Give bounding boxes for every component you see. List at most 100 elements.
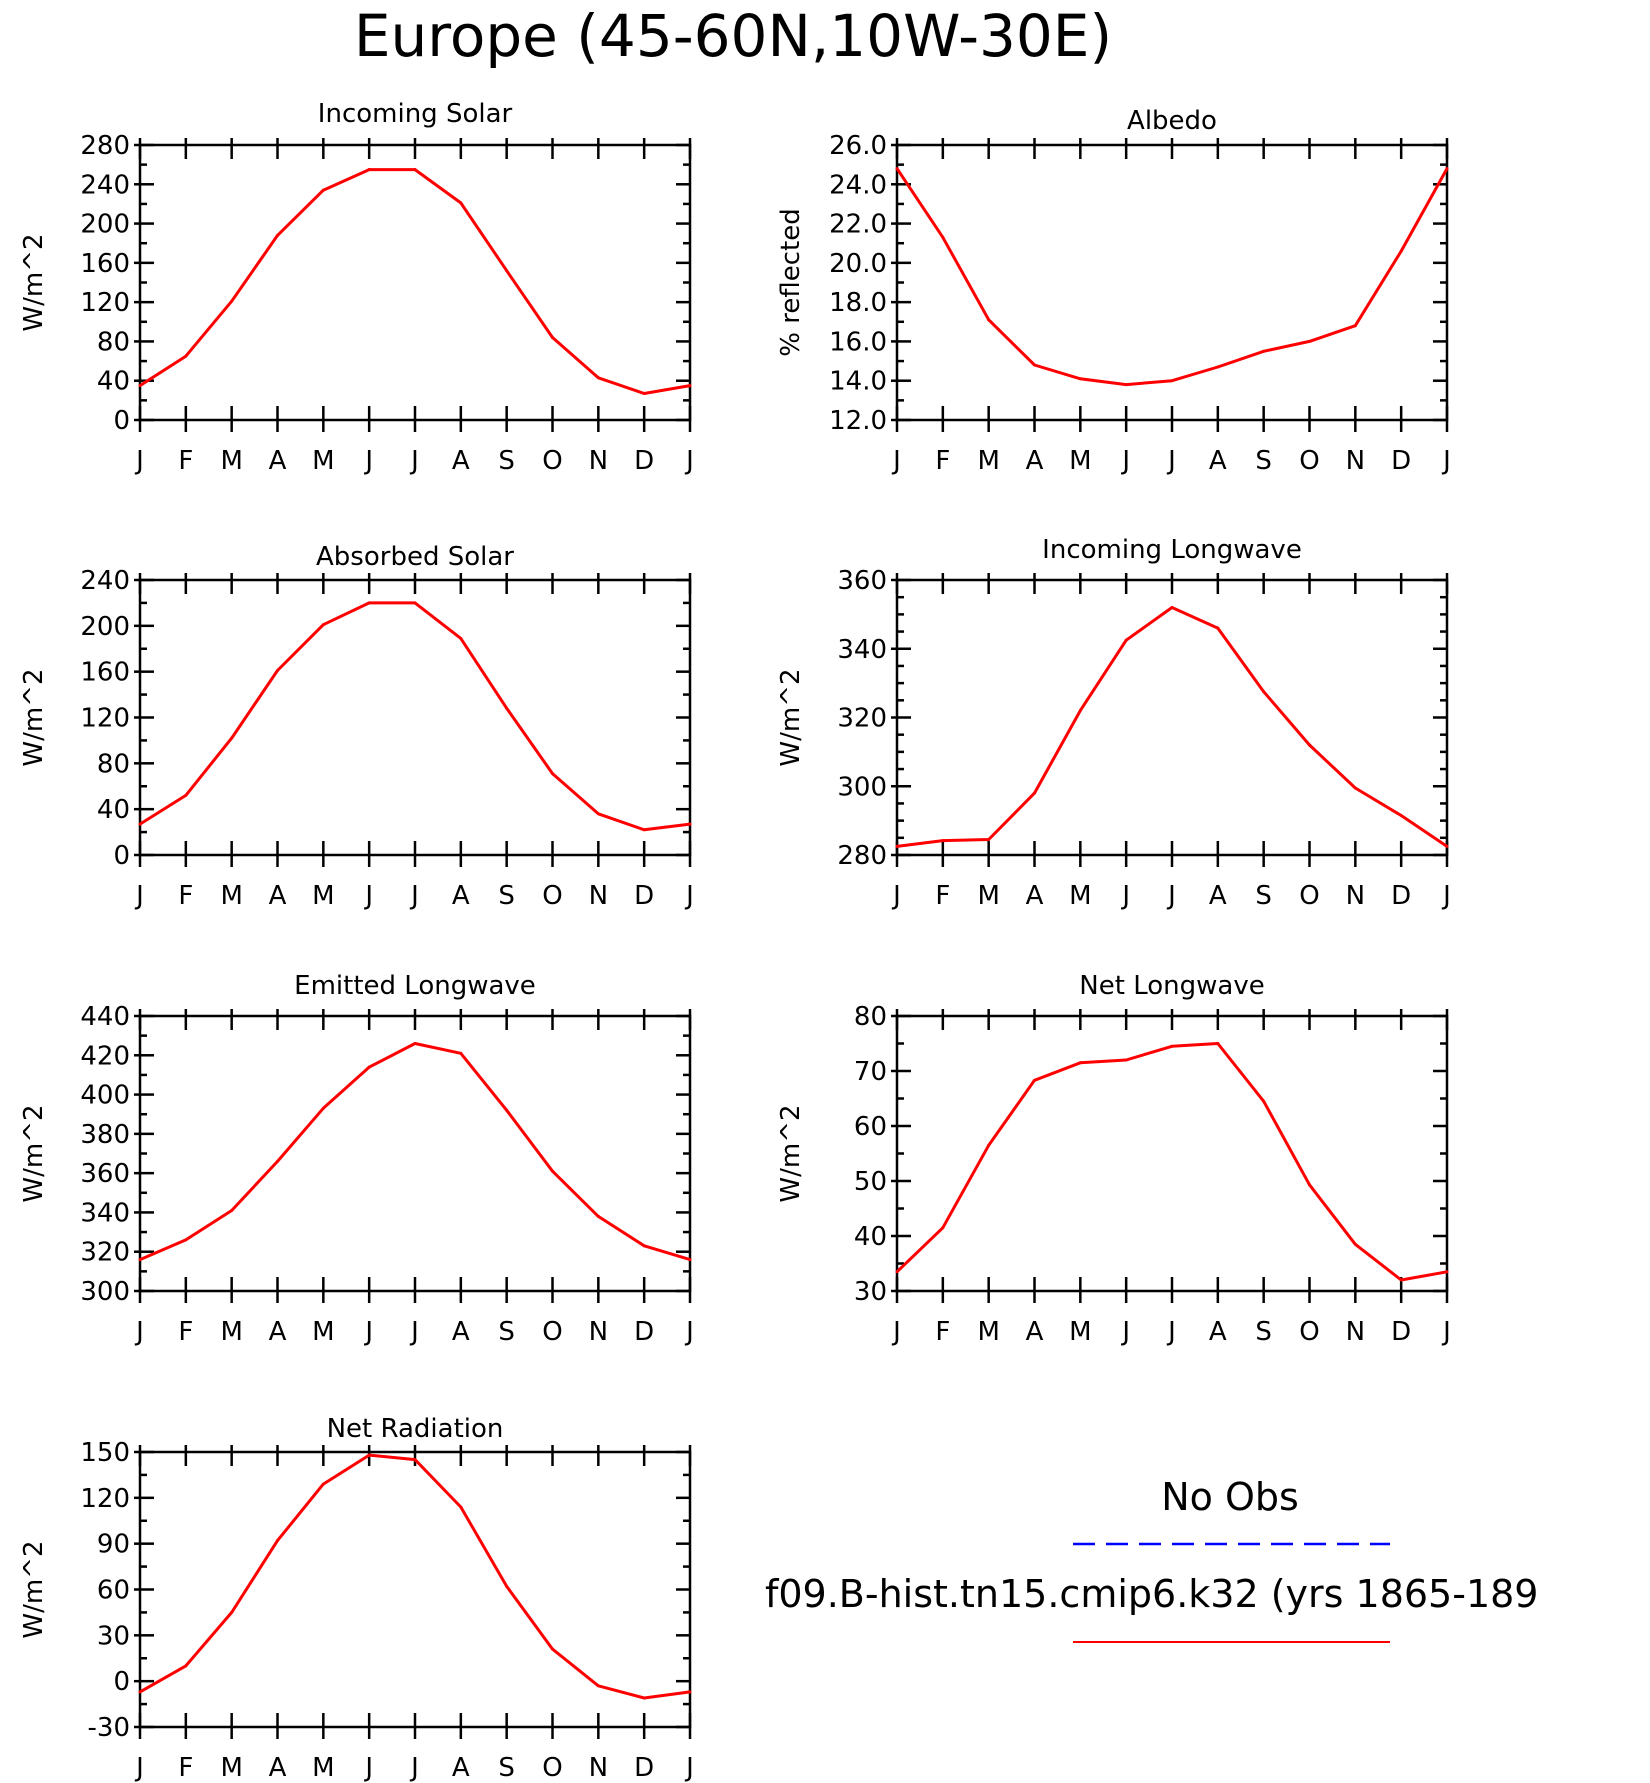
y-tick-label: 340 (80, 1198, 130, 1228)
y-tick-label: 14.0 (829, 367, 887, 397)
legend: No Obs f09.B-hist.tn15.cmip6.k32 (yrs 18… (765, 1475, 1538, 1643)
x-tick-label: J (134, 1317, 144, 1347)
data-point (1033, 363, 1036, 367)
y-tick-label: 0 (113, 841, 130, 871)
x-tick-label: S (1255, 1317, 1272, 1347)
data-point (596, 1214, 600, 1218)
data-point (184, 354, 188, 358)
data-point (276, 669, 279, 673)
data-point (551, 1647, 554, 1651)
data-point (1353, 1242, 1357, 1246)
data-point (276, 1539, 279, 1543)
x-tick-label: O (1299, 446, 1319, 476)
x-tick-label: J (684, 1753, 694, 1783)
y-tick-label: 150 (80, 1438, 130, 1468)
data-point (367, 1453, 371, 1457)
data-point (1078, 709, 1082, 713)
x-tick-label: J (134, 1753, 144, 1783)
albedo-series-line (895, 167, 1449, 387)
y-tick-label: 340 (837, 635, 887, 665)
x-tick-label: J (1441, 1317, 1451, 1347)
y-tick-label: 20.0 (829, 249, 887, 279)
data-point (987, 318, 991, 322)
incoming-longwave-plot-frame (895, 578, 1449, 857)
data-point (321, 1106, 325, 1110)
data-point (1399, 249, 1403, 253)
y-tick-label: 0 (113, 406, 130, 436)
data-point (413, 1042, 417, 1045)
data-point (1216, 626, 1220, 630)
y-tick-label: 200 (80, 210, 130, 240)
y-tick-label: 40 (97, 367, 130, 397)
y-tick-label: 40 (854, 1222, 887, 1252)
incoming-longwave-series-line (896, 606, 1448, 848)
albedo-ylabel: % reflected (776, 208, 806, 356)
x-tick-label: J (1120, 446, 1130, 476)
data-point (505, 1584, 509, 1588)
y-tick-label: 120 (80, 704, 130, 734)
x-tick-label: M (977, 1317, 999, 1347)
x-tick-label: S (1255, 881, 1272, 911)
data-point (688, 1690, 692, 1694)
y-tick-label: 18.0 (829, 288, 887, 318)
y-tick-label: 60 (97, 1576, 130, 1606)
data-point (987, 838, 991, 842)
data-point (230, 299, 234, 303)
x-tick-label: A (452, 446, 470, 476)
data-point (688, 822, 692, 826)
data-point (1353, 324, 1357, 328)
data-point (1445, 1270, 1449, 1274)
x-tick-label: A (269, 881, 287, 911)
emitted-longwave-plot-frame (138, 1014, 692, 1293)
data-point (1262, 690, 1266, 694)
figure-title: Europe (45-60N,10W-30E) (354, 2, 1112, 70)
x-tick-label: O (1299, 1317, 1319, 1347)
data-point (230, 1208, 234, 1212)
x-tick-label: J (363, 446, 373, 476)
data-point (1033, 791, 1036, 795)
y-tick-label: 80 (854, 1002, 887, 1032)
data-point (230, 736, 234, 740)
data-point (1353, 786, 1357, 790)
data-point (551, 1169, 554, 1173)
x-tick-label: M (977, 881, 999, 911)
incoming-solar-title: Incoming Solar (318, 99, 513, 129)
absorbed-solar-plot-frame (138, 578, 692, 857)
x-tick-label: O (542, 881, 562, 911)
y-tick-label: 80 (97, 749, 130, 779)
x-tick-label: O (542, 446, 562, 476)
y-tick-label: 80 (97, 327, 130, 357)
x-tick-label: J (1120, 881, 1130, 911)
x-tick-label: D (1391, 881, 1411, 911)
data-point (276, 233, 279, 237)
data-point (459, 201, 463, 205)
x-tick-label: N (1346, 881, 1365, 911)
x-tick-label: A (452, 1753, 470, 1783)
x-tick-label: F (178, 881, 193, 911)
data-point (413, 168, 417, 172)
y-tick-label: 280 (837, 841, 887, 871)
y-tick-label: 380 (80, 1120, 130, 1150)
data-point (551, 336, 554, 339)
x-tick-label: N (589, 446, 608, 476)
y-tick-label: 90 (97, 1530, 130, 1560)
data-point (459, 1505, 463, 1509)
x-tick-label: S (498, 1317, 515, 1347)
data-point (1262, 349, 1266, 353)
data-point (1170, 606, 1174, 609)
x-tick-label: J (134, 446, 144, 476)
y-tick-label: 360 (80, 1159, 130, 1189)
x-tick-label: M (220, 1753, 242, 1783)
x-tick-label: J (1166, 1317, 1176, 1347)
x-tick-label: A (1026, 446, 1044, 476)
albedo-title: Albedo (1127, 106, 1217, 136)
data-point (459, 636, 463, 640)
x-tick-label: D (634, 881, 654, 911)
x-tick-label: J (684, 881, 694, 911)
data-point (551, 772, 554, 776)
data-point (321, 1482, 325, 1486)
y-tick-label: 12.0 (829, 406, 887, 436)
net-radiation-series-line (139, 1453, 691, 1700)
